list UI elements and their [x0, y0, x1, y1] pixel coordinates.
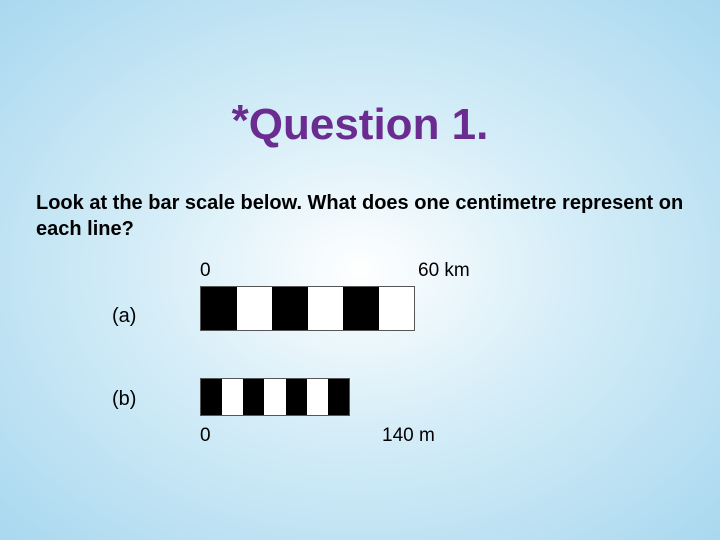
scale-a-segment — [343, 287, 379, 330]
scale-b-segment — [328, 379, 349, 415]
question-prompt: Look at the bar scale below. What does o… — [36, 190, 684, 242]
scale-b-start-label: 0 — [200, 425, 211, 447]
option-a-label: (a) — [112, 305, 136, 328]
scale-a-segment — [237, 287, 273, 330]
scale-b-segment — [222, 379, 243, 415]
scale-a-end-label: 60 km — [418, 260, 470, 282]
scale-a-segment — [379, 287, 415, 330]
scale-b-end-label: 140 m — [382, 425, 435, 447]
title-text: Question 1. — [249, 100, 489, 149]
scale-b-segment — [307, 379, 328, 415]
scale-a-segment — [201, 287, 237, 330]
scale-b-segment — [243, 379, 264, 415]
scale-a-start-label: 0 — [200, 260, 211, 282]
option-b-label: (b) — [112, 388, 136, 411]
scale-b-segment — [286, 379, 307, 415]
scale-b-segment — [201, 379, 222, 415]
scale-a-segment — [308, 287, 344, 330]
scale-b-segment — [264, 379, 285, 415]
scale-a-segment — [272, 287, 308, 330]
bar-scale-a — [200, 286, 415, 331]
bar-scale-b — [200, 378, 350, 416]
title-asterisk: * — [232, 96, 249, 145]
slide-title: *Question 1. — [0, 100, 720, 150]
